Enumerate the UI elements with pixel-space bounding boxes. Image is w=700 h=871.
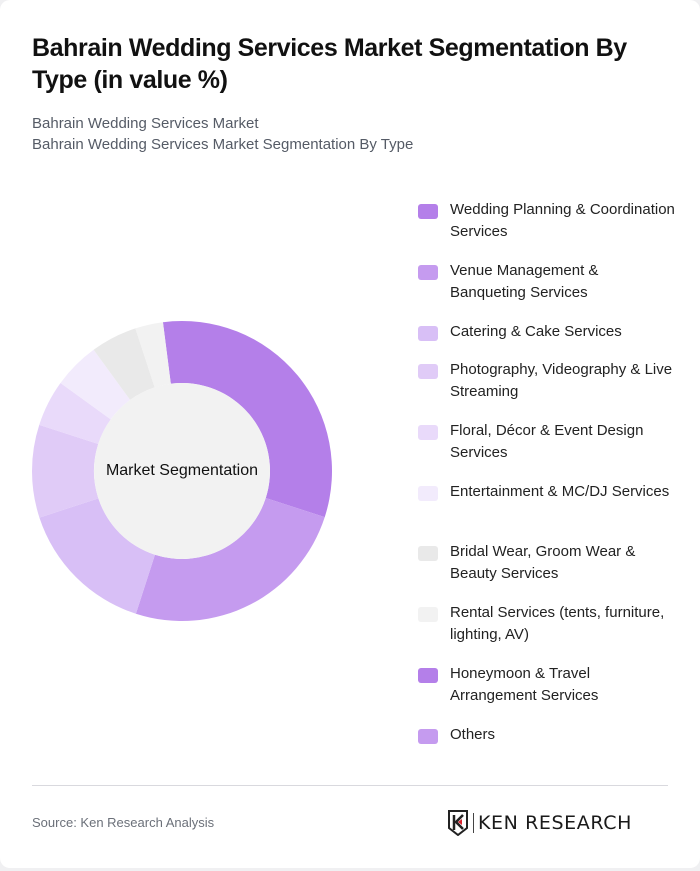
legend-label: Venue Management & Banqueting Services — [450, 262, 599, 301]
page-title: Bahrain Wedding Services Market Segmenta… — [32, 34, 627, 94]
legend-label: Honeymoon & Travel Arrangement Services — [450, 665, 599, 704]
legend-swatch-icon — [418, 364, 438, 379]
ken-research-shield-icon — [448, 810, 468, 836]
legend-label: Wedding Planning & Coordination Services — [450, 201, 675, 240]
legend-label: Others — [450, 726, 496, 743]
legend-item[interactable]: Entertainment & MC/DJ Services — [418, 481, 669, 503]
donut-slice[interactable] — [135, 322, 171, 388]
legend-swatch-icon — [418, 668, 438, 683]
donut-slice[interactable] — [135, 498, 325, 621]
donut-slice[interactable] — [32, 424, 99, 518]
logo-text: KEN RESEARCH — [478, 812, 632, 834]
legend-label: Rental Services (tents, furniture, light… — [450, 604, 665, 643]
legend-item[interactable]: Honeymoon & Travel Arrangement Services — [418, 663, 678, 707]
donut-chart: Market Segmentation — [32, 321, 332, 621]
subtitle: Bahrain Wedding Services Market Bahrain … — [32, 113, 413, 155]
legend-swatch-icon — [418, 265, 438, 280]
donut-slice[interactable] — [39, 498, 155, 614]
legend-item[interactable]: Bridal Wear, Groom Wear & Beauty Service… — [418, 541, 678, 585]
donut-slice[interactable] — [60, 349, 131, 420]
legend-item[interactable]: Wedding Planning & Coordination Services — [418, 199, 678, 243]
legend-swatch-icon — [418, 326, 438, 341]
legend-item[interactable]: Venue Management & Banqueting Services — [418, 260, 678, 304]
legend-label: Catering & Cake Services — [450, 323, 622, 340]
legend-swatch-icon — [418, 546, 438, 561]
legend-swatch-icon — [418, 486, 438, 501]
legend-swatch-icon — [418, 204, 438, 219]
legend-item[interactable]: Floral, Décor & Event Design Services — [418, 420, 678, 464]
legend-item[interactable]: Others — [418, 724, 495, 746]
donut-slice[interactable] — [93, 328, 155, 400]
legend-label: Photography, Videography & Live Streamin… — [450, 361, 673, 400]
donut-slice[interactable] — [39, 383, 111, 444]
donut-hole — [94, 383, 270, 559]
donut-svg — [32, 321, 332, 621]
legend-label: Bridal Wear, Groom Wear & Beauty Service… — [450, 543, 636, 582]
legend-label: Floral, Décor & Event Design Services — [450, 422, 644, 461]
subtitle-segmentation: Bahrain Wedding Services Market Segmenta… — [32, 136, 414, 153]
legend-swatch-icon — [418, 729, 438, 744]
legend-item[interactable]: Catering & Cake Services — [418, 321, 622, 343]
legend-swatch-icon — [418, 425, 438, 440]
subtitle-market: Bahrain Wedding Services Market — [32, 115, 259, 132]
source-note: Source: Ken Research Analysis — [32, 815, 215, 830]
legend-label: Entertainment & MC/DJ Services — [450, 483, 670, 500]
legend-swatch-icon — [418, 607, 438, 622]
legend-item[interactable]: Rental Services (tents, furniture, light… — [418, 602, 678, 646]
legend-item[interactable]: Photography, Videography & Live Streamin… — [418, 359, 678, 403]
logo-separator — [473, 813, 474, 833]
donut-slice[interactable] — [162, 321, 332, 518]
footer-divider — [32, 785, 668, 786]
ken-research-logo: KEN RESEARCH — [447, 809, 669, 837]
